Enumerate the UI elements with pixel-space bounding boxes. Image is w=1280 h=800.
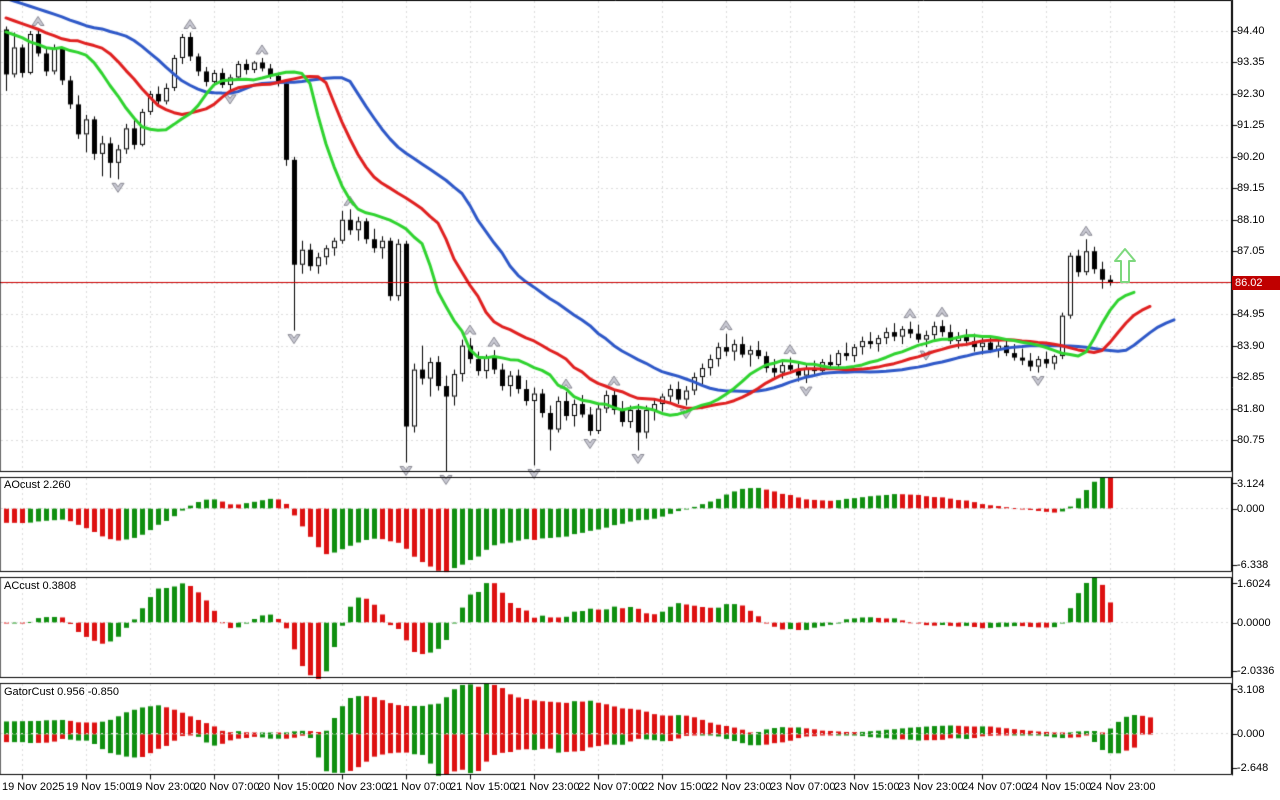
price-tick-label: 88.10 — [1237, 214, 1265, 226]
ac-indicator-label: ACcust 0.3808 — [4, 580, 77, 592]
time-axis-label: 21 Nov 07:00 — [386, 781, 452, 793]
indicator-axis-max-label: 3.124 — [1237, 478, 1265, 490]
time-axis-label: 23 Nov 23:00 — [898, 781, 964, 793]
price-tick-label: 91.25 — [1237, 119, 1265, 131]
gator-indicator-label: GatorCust 0.956 -0.850 — [4, 686, 119, 698]
price-tick-label: 81.80 — [1237, 403, 1265, 415]
time-axis-label: 19 Nov 15:00 — [66, 781, 132, 793]
time-axis-label: 24 Nov 07:00 — [962, 781, 1028, 793]
price-tick-label: 87.05 — [1237, 245, 1265, 257]
time-axis-label: 20 Nov 15:00 — [258, 781, 324, 793]
price-tick-label: 84.95 — [1237, 308, 1265, 320]
time-axis-label: 24 Nov 15:00 — [1026, 781, 1092, 793]
indicator-axis-max-label: 1.6024 — [1237, 578, 1271, 590]
indicator-axis-min-label: -2.0336 — [1237, 665, 1275, 677]
time-axis-label: 21 Nov 15:00 — [450, 781, 516, 793]
time-axis-label: 23 Nov 07:00 — [770, 781, 836, 793]
time-axis-label: 21 Nov 23:00 — [514, 781, 580, 793]
time-axis[interactable]: 19 Nov 2025 19 Nov 15:00 19 Nov 23:00 20 No… — [0, 775, 1280, 800]
time-axis-label: 19 Nov 23:00 — [130, 781, 196, 793]
price-tick-label: 92.30 — [1237, 88, 1265, 100]
time-axis-label: 23 Nov 15:00 — [834, 781, 900, 793]
time-axis-label: 19 Nov 2025 — [2, 781, 65, 793]
time-axis-label: 20 Nov 23:00 — [322, 781, 388, 793]
current-price-tag: 86.02 — [1232, 275, 1280, 290]
indicator-axis-min-label: -6.338 — [1237, 559, 1269, 571]
price-tick-label: 89.15 — [1237, 182, 1265, 194]
buy-arrow-icon[interactable] — [1113, 247, 1137, 285]
indicator-axis-zero-label: 0.000 — [1237, 503, 1265, 515]
time-axis-label: 24 Nov 23:00 — [1090, 781, 1156, 793]
time-axis-label: 22 Nov 23:00 — [706, 781, 772, 793]
price-tick-label: 93.35 — [1237, 56, 1265, 68]
ao-indicator-label: AOcust 2.260 — [4, 479, 71, 491]
time-axis-label: 20 Nov 07:00 — [194, 781, 260, 793]
price-tick-label: 83.90 — [1237, 340, 1265, 352]
indicator-axis-min-label: -2.648 — [1237, 762, 1269, 774]
price-scale[interactable]: 94.40 93.35 92.30 91.25 90.20 89.15 88.10 87.05… — [1232, 0, 1280, 775]
price-tick-label: 82.85 — [1237, 371, 1265, 383]
indicator-axis-zero-label: 0.000 — [1237, 728, 1265, 740]
time-axis-label: 22 Nov 07:00 — [578, 781, 644, 793]
price-tick-label: 94.40 — [1237, 25, 1265, 37]
price-tick-label: 80.75 — [1237, 434, 1265, 446]
indicator-axis-zero-label: 0.0000 — [1237, 617, 1271, 629]
time-axis-label: 22 Nov 15:00 — [642, 781, 708, 793]
price-tick-label: 90.20 — [1237, 151, 1265, 163]
indicator-axis-max-label: 3.108 — [1237, 684, 1265, 696]
